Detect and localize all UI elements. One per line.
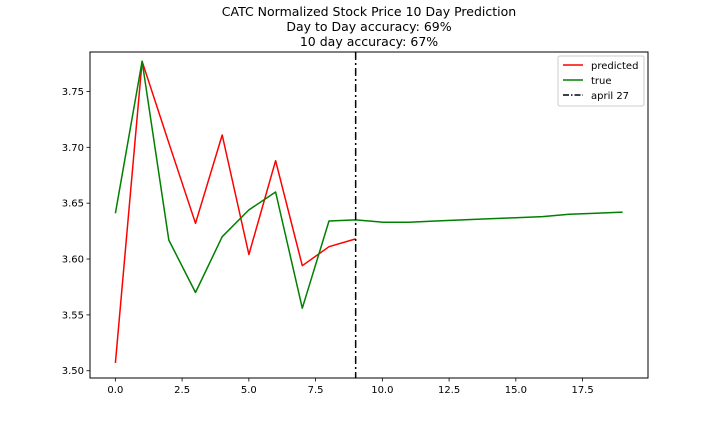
x-tick-label: 10.0 (371, 385, 393, 396)
y-axis: 3.50 3.55 3.60 3.65 3.70 3.75 (62, 87, 90, 377)
x-tick-label: 7.5 (308, 385, 324, 396)
x-tick-label: 0.0 (107, 385, 123, 396)
title-line-1: CATC Normalized Stock Price 10 Day Predi… (221, 4, 517, 19)
legend-label-april-27: april 27 (591, 91, 629, 102)
chart-title: CATC Normalized Stock Price 10 Day Predi… (0, 4, 720, 49)
title-line-3: 10 day accuracy: 67% (299, 34, 439, 49)
legend: predicted true april 27 (557, 55, 645, 107)
y-tick-label: 3.60 (62, 255, 84, 266)
series-line-predicted (114, 60, 356, 363)
legend-box (557, 55, 645, 107)
legend-label-true: true (591, 76, 612, 87)
y-tick-label: 3.50 (62, 366, 84, 377)
x-tick-label: 5.0 (241, 385, 257, 396)
x-axis: 0.0 2.5 5.0 7.5 10.0 12.5 15.0 17.5 (107, 378, 594, 396)
x-tick-label: 2.5 (174, 385, 190, 396)
x-tick-label: 15.0 (505, 385, 527, 396)
x-tick-label: 12.5 (438, 385, 460, 396)
legend-label-predicted: predicted (591, 61, 638, 72)
y-tick-label: 3.65 (62, 199, 84, 210)
title-line-2: Day to Day accuracy: 69% (286, 19, 452, 34)
x-tick-label: 17.5 (571, 385, 593, 396)
axes-frame (89, 51, 649, 379)
plot-marks (114, 52, 623, 378)
series-line-true (114, 60, 623, 309)
y-tick-label: 3.70 (62, 143, 84, 154)
y-tick-label: 3.75 (62, 87, 84, 98)
y-tick-label: 3.55 (62, 310, 84, 321)
